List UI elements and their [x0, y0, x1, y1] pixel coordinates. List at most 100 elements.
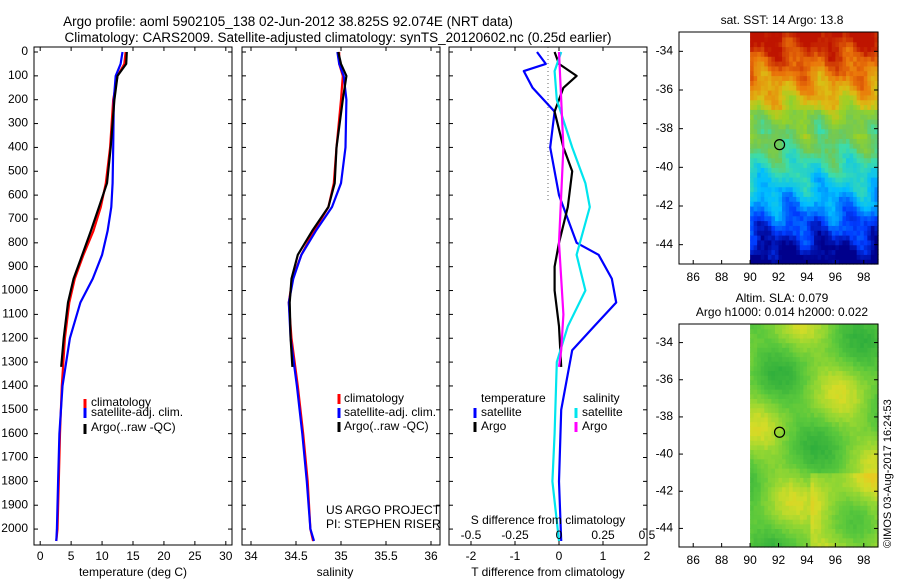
heatmap-cell [778, 51, 783, 57]
heatmap-cell [860, 430, 865, 437]
heatmap-cell [789, 426, 794, 432]
heatmap-cell [870, 412, 876, 418]
heatmap-cell [849, 435, 854, 441]
heatmap-cell [750, 181, 755, 188]
heatmap-cell [860, 454, 865, 460]
heatmap-cell [810, 181, 815, 188]
heatmap-cell [803, 162, 808, 168]
heatmap-cell [806, 201, 812, 207]
heatmap-cell [856, 333, 861, 339]
heatmap-cell [799, 138, 804, 144]
heatmap-cell [796, 458, 801, 464]
map-xtick-label: 92 [772, 553, 786, 567]
heatmap-cell [814, 421, 819, 427]
heatmap-cell [817, 537, 822, 543]
heatmap-cell [789, 324, 794, 330]
heatmap-cell [778, 495, 783, 502]
ytick-label: 0 [21, 44, 28, 58]
heatmap-cell [849, 370, 854, 376]
heatmap-cell [796, 114, 801, 120]
heatmap-cell [796, 119, 801, 125]
heatmap-cell [814, 389, 819, 395]
heatmap-cell [810, 215, 815, 222]
heatmap-cell [810, 94, 815, 101]
temp-xtick-label: 5 [68, 549, 75, 563]
heatmap-cell [803, 495, 808, 502]
heatmap-cell [785, 201, 790, 207]
heatmap-cell [838, 109, 844, 115]
heatmap-cell [753, 477, 758, 483]
heatmap-cell [785, 361, 790, 367]
heatmap-cell [760, 65, 765, 72]
heatmap-cell [799, 328, 804, 334]
heatmap-cell [753, 514, 758, 520]
heatmap-cell [796, 32, 801, 38]
heatmap-cell [806, 46, 812, 52]
heatmap-cell [806, 519, 812, 525]
heatmap-cell [778, 41, 783, 48]
heatmap-cell [821, 36, 826, 43]
heatmap-cell [863, 542, 868, 548]
heatmap-cell [810, 109, 815, 115]
heatmap-cell [757, 259, 762, 265]
heatmap-cell [771, 167, 776, 173]
heatmap-cell [803, 356, 808, 362]
heatmap-cell [750, 324, 755, 330]
heatmap-cell [860, 505, 865, 511]
heatmap-cell [860, 254, 865, 260]
heatmap-cell [835, 514, 840, 520]
heatmap-cell [821, 235, 826, 241]
heatmap-cell [760, 528, 765, 534]
heatmap-cell [778, 389, 783, 395]
heatmap-cell [767, 128, 772, 135]
heatmap-cell [796, 370, 801, 376]
heatmap-cell [771, 458, 776, 464]
heatmap-cell [785, 152, 790, 159]
heatmap-cell [750, 435, 755, 441]
heatmap-cell [874, 249, 879, 255]
heatmap-cell [874, 426, 879, 432]
heatmap-cell [767, 402, 772, 409]
heatmap-cell [817, 70, 822, 77]
heatmap-cell [846, 426, 851, 432]
heatmap-cell [867, 407, 872, 413]
heatmap-cell [753, 389, 758, 395]
heatmap-cell [803, 201, 808, 207]
heatmap-cell [860, 486, 865, 492]
heatmap-cell [764, 61, 769, 67]
heatmap-cell [846, 463, 851, 469]
heatmap-cell [799, 416, 804, 423]
heatmap-cell [796, 528, 801, 534]
heatmap-cell [753, 505, 758, 511]
heatmap-cell [831, 46, 836, 52]
heatmap-cell [838, 41, 844, 48]
heatmap-cell [853, 337, 858, 344]
heatmap-cell [764, 416, 769, 423]
heatmap-cell [753, 384, 758, 390]
heatmap-cell [817, 138, 822, 144]
heatmap-cell [814, 259, 819, 265]
heatmap-cell [846, 186, 851, 193]
heatmap-cell [760, 259, 765, 265]
heatmap-cell [835, 114, 840, 120]
heatmap-cell [867, 210, 872, 217]
heatmap-cell [835, 491, 840, 497]
heatmap-cell [874, 181, 879, 188]
heatmap-cell [803, 70, 808, 77]
heatmap-cell [757, 104, 762, 110]
heatmap-cell [753, 46, 758, 52]
heatmap-cell [806, 133, 812, 139]
heatmap-cell [824, 347, 829, 353]
heatmap-cell [760, 36, 765, 43]
heatmap-cell [867, 148, 872, 154]
heatmap-cell [835, 463, 840, 469]
heatmap-cell [774, 104, 780, 110]
heatmap-cell [814, 486, 819, 492]
heatmap-cell [863, 430, 868, 437]
heatmap-cell [821, 249, 826, 255]
heatmap-cell [824, 41, 829, 48]
heatmap-cell [842, 389, 847, 395]
heatmap-cell [817, 505, 822, 511]
heatmap-cell [792, 324, 797, 330]
heatmap-cell [764, 90, 769, 96]
